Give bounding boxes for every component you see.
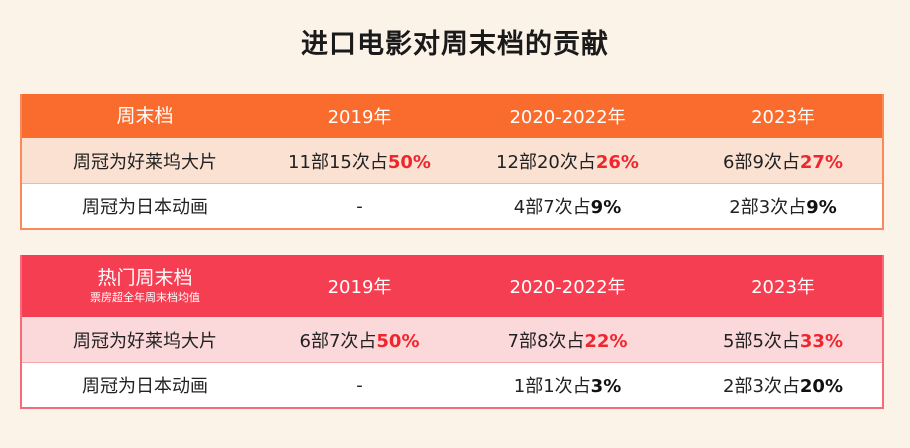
header-year: 2020-2022年 bbox=[451, 94, 684, 138]
header-year: 2020-2022年 bbox=[451, 255, 684, 317]
header-year: 2019年 bbox=[268, 255, 451, 317]
page-title: 进口电影对周末档的贡献 bbox=[301, 29, 609, 60]
header-label: 周末档 bbox=[20, 94, 268, 138]
table-cell: 12部20次占26% bbox=[451, 138, 684, 184]
header-year: 2019年 bbox=[268, 94, 451, 138]
table-cell: 2部3次占20% bbox=[684, 362, 884, 409]
table-cell: 5部5次占33% bbox=[684, 317, 884, 363]
row-label: 周冠为好莱坞大片 bbox=[20, 317, 268, 363]
table-cell: 4部7次占9% bbox=[451, 183, 684, 230]
table-cell: 2部3次占9% bbox=[684, 183, 884, 230]
table-row: 周冠为好莱坞大片 6部7次占50% 7部8次占22% 5部5次占33% bbox=[20, 317, 884, 363]
table-cell: 7部8次占22% bbox=[451, 317, 684, 363]
table-cell: 1部1次占3% bbox=[451, 362, 684, 409]
table-cell: 6部7次占50% bbox=[268, 317, 451, 363]
table-row: 周冠为日本动画 - 4部7次占9% 2部3次占9% bbox=[20, 183, 884, 230]
header-label: 热门周末档 票房超全年周末档均值 bbox=[20, 255, 268, 317]
header-sublabel: 票房超全年周末档均值 bbox=[90, 291, 200, 304]
table-cell: - bbox=[268, 362, 451, 409]
table-cell: - bbox=[268, 183, 451, 230]
table-header-row: 热门周末档 票房超全年周末档均值 2019年 2020-2022年 2023年 bbox=[20, 255, 884, 317]
table-header-row: 周末档 2019年 2020-2022年 2023年 bbox=[20, 94, 884, 138]
table-cell: 6部9次占27% bbox=[684, 138, 884, 184]
row-label: 周冠为日本动画 bbox=[20, 362, 268, 409]
table-row: 周冠为好莱坞大片 11部15次占50% 12部20次占26% 6部9次占27% bbox=[20, 138, 884, 184]
row-label: 周冠为好莱坞大片 bbox=[20, 138, 268, 184]
header-year: 2023年 bbox=[684, 255, 884, 317]
hot-weekend-table: 热门周末档 票房超全年周末档均值 2019年 2020-2022年 2023年 … bbox=[20, 255, 884, 409]
header-year: 2023年 bbox=[684, 94, 884, 138]
table-cell: 11部15次占50% bbox=[268, 138, 451, 184]
row-label: 周冠为日本动画 bbox=[20, 183, 268, 230]
table-row: 周冠为日本动画 - 1部1次占3% 2部3次占20% bbox=[20, 362, 884, 409]
weekend-table: 周末档 2019年 2020-2022年 2023年 周冠为好莱坞大片 11部1… bbox=[20, 94, 884, 230]
